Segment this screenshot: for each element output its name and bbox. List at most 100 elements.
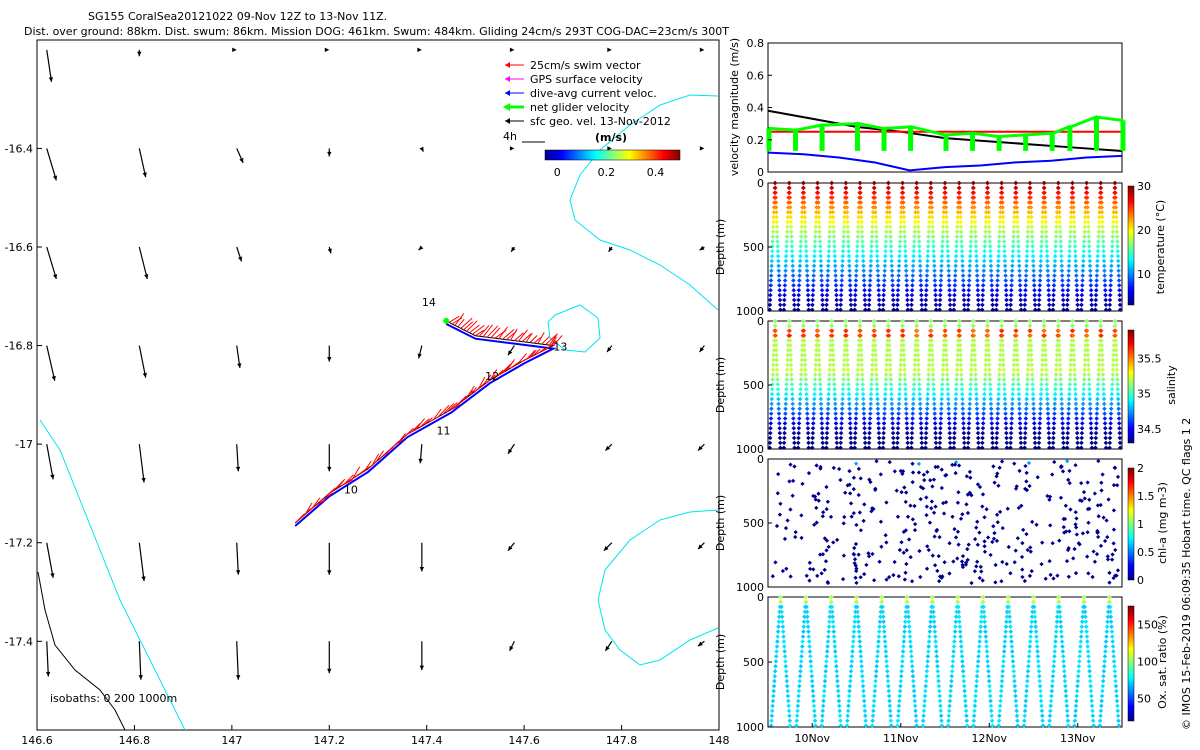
profile-dot [904,421,910,426]
profile-dot [774,644,780,649]
profile-dot [1098,328,1104,334]
profile-dot [867,425,872,431]
chla-dot [935,568,940,573]
profile-dot [919,302,925,308]
profile-dot [939,391,945,397]
chla-dot [1026,460,1032,466]
profile-dot [868,396,874,402]
geo-vector [46,49,54,82]
profile-dot [789,386,795,392]
profile-dot [896,406,902,411]
profile-dot [1084,634,1090,639]
chla-dot [854,580,859,586]
chla-dot [1022,578,1027,584]
profile-dot [933,639,938,644]
velocity-panel: 00.20.40.60.8 velocity magnitude (m/s) [728,37,1126,179]
geo-vector-head [418,245,424,251]
profile-dot [1094,406,1100,411]
profile-dot [1099,333,1104,338]
profile-dot [796,688,802,694]
profile-dot [857,644,863,649]
profile-dot [1056,333,1062,338]
profile-dot [796,302,801,308]
geo-vector [507,345,515,356]
profile-dot [1031,421,1037,426]
chla-dot [1074,532,1079,537]
profile-dot [790,396,795,402]
profile-dot [1070,200,1076,205]
profile-dot [824,425,830,431]
chla-dot [1025,547,1030,553]
profile-dot [961,297,967,303]
profile-dot [919,445,925,450]
legend-gps: GPS surface velocity [505,73,643,86]
chla-dot [980,504,985,509]
profile-dot [959,253,965,259]
profile-dot [1079,287,1085,293]
profile-dot [1087,253,1092,259]
profile-dot [959,377,964,382]
profile-dot [1016,396,1022,402]
profile-dot [882,411,887,416]
profile-dot [775,634,780,639]
profile-dot [999,328,1005,334]
profile-dot [810,292,816,298]
depth-tick-label: 1000 [736,721,764,734]
profile-dot [995,268,1001,273]
profile-dot [1090,718,1096,724]
profile-dot [994,297,999,303]
profile-dot [910,421,915,426]
profile-dot [898,357,904,363]
profile-dot [873,352,878,358]
profile-dot [932,629,938,634]
profile-dot [917,386,922,392]
profile-dot [928,328,934,334]
profile-dot [1036,435,1042,441]
profile-dot [1112,664,1117,669]
profile-dot [900,318,905,324]
profile-dot [960,273,966,278]
profile-dot [1045,263,1050,269]
profile-dot [1087,263,1093,269]
oxygen-axes-frame [767,596,1123,728]
profile-dot [1088,268,1093,273]
profile-dot [874,386,880,392]
profile-dot [911,391,916,397]
profile-dot [806,445,811,450]
profile-dot [1110,644,1116,649]
geo-vector-head [509,645,514,651]
profile-dot [776,268,782,273]
profile-dot [1003,425,1009,431]
profile-dot [1087,386,1092,392]
profile-dot [1051,435,1056,441]
profile-dot [1071,214,1077,220]
profile-dot [1066,258,1072,264]
profile-dot [880,302,886,308]
profile-dot [808,654,813,659]
profile-dot [1068,352,1074,358]
profile-dot [1111,659,1117,664]
profile-dot [771,693,776,699]
profile-dot [812,382,818,387]
profile-dot [847,401,852,407]
geo-vector-shaft [236,444,239,472]
chla-dot [1020,574,1025,580]
profile-dot [996,396,1001,402]
profile-dot [848,445,854,450]
profile-dot [877,302,882,308]
chla-dot [826,544,831,549]
profile-dot [1018,292,1023,298]
profile-dot [889,396,894,402]
profile-dot [775,377,780,382]
profile-dot [775,382,781,387]
profile-dot [1031,401,1036,407]
profile-dot [784,386,789,392]
profile-dot [953,411,958,416]
profile-dot [1034,634,1039,639]
swim-vector [304,502,313,515]
profile-dot [1086,362,1091,368]
profile-dot [887,362,893,368]
geo-vector [419,146,424,152]
profile-dot [1012,347,1017,353]
